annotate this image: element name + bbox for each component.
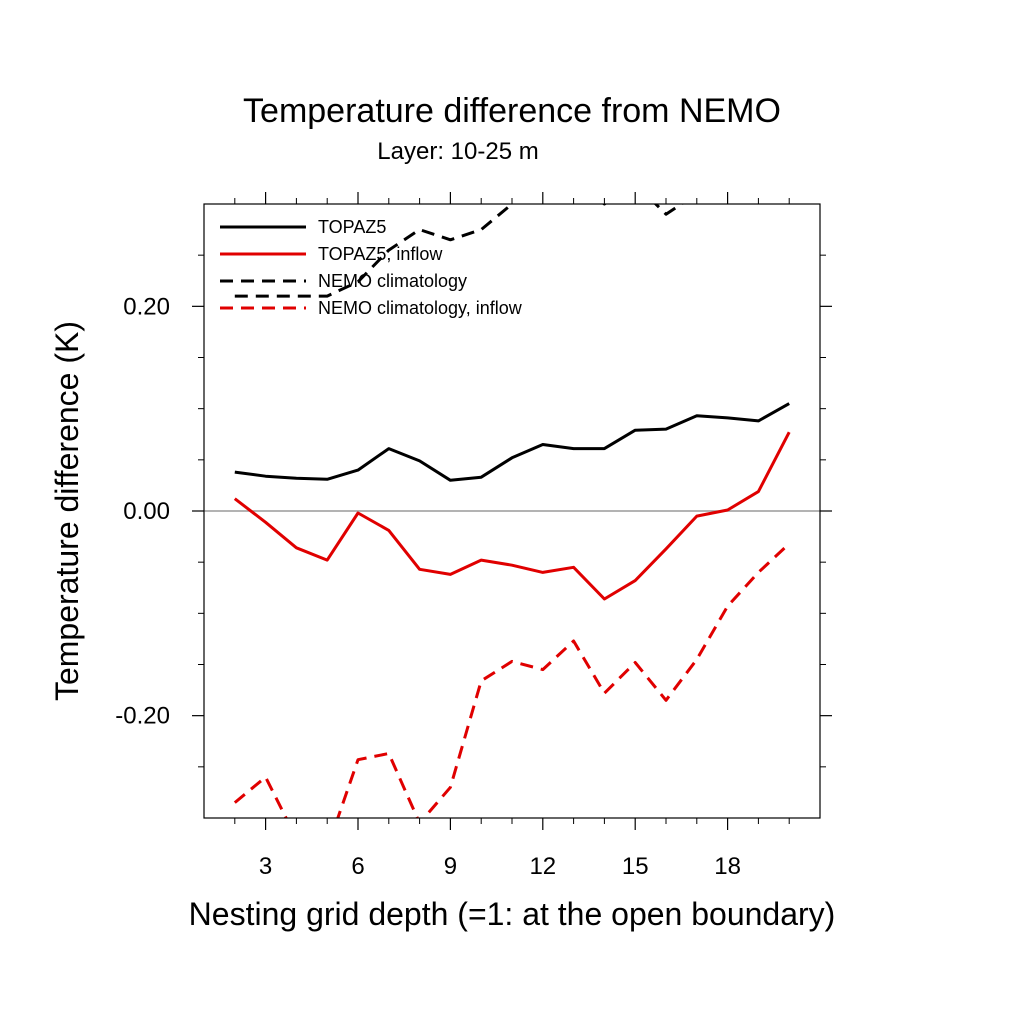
legend-label: TOPAZ5, inflow (318, 244, 443, 264)
x-tick-label: 15 (622, 853, 649, 880)
series-line-4 (233, 542, 791, 818)
series-line-1 (234, 402, 790, 482)
series-line-3 (234, 204, 685, 298)
x-tick-label: 12 (529, 853, 556, 880)
axes-layer: 3 6 9 12 15 18 -0.20 0.00 0.20 (115, 192, 832, 880)
x-tick-label: 6 (351, 853, 364, 880)
series-line-2 (233, 431, 791, 601)
chart-title: Temperature difference from NEMO (243, 92, 781, 130)
x-tick-label: 9 (444, 853, 457, 880)
x-axis-label: Nesting grid depth (=1: at the open boun… (189, 896, 836, 932)
y-tick-label: 0.00 (123, 498, 170, 525)
y-tick-label: 0.20 (123, 293, 170, 320)
series-layer (204, 204, 820, 818)
legend-label: NEMO climatology, inflow (318, 298, 523, 318)
x-tick-label: 3 (259, 853, 272, 880)
chart-subtitle: Layer: 10-25 m (377, 138, 538, 165)
legend-label: NEMO climatology (318, 271, 467, 291)
y-axis-label: Temperature difference (K) (49, 321, 85, 701)
x-tick-label: 18 (714, 853, 741, 880)
y-tick-label: -0.20 (115, 703, 170, 730)
legend: TOPAZ5 TOPAZ5, inflow NEMO climatology NEMO… (220, 217, 523, 318)
legend-label: TOPAZ5 (318, 217, 386, 237)
